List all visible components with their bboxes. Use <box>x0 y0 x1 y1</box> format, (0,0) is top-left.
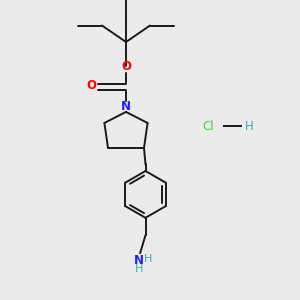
Text: Cl: Cl <box>203 119 214 133</box>
Text: O: O <box>122 59 132 73</box>
Text: H: H <box>144 254 153 264</box>
Text: N: N <box>121 100 131 113</box>
Text: H: H <box>134 264 143 274</box>
Text: H: H <box>244 119 253 133</box>
Text: O: O <box>86 79 97 92</box>
Text: N: N <box>134 254 144 267</box>
